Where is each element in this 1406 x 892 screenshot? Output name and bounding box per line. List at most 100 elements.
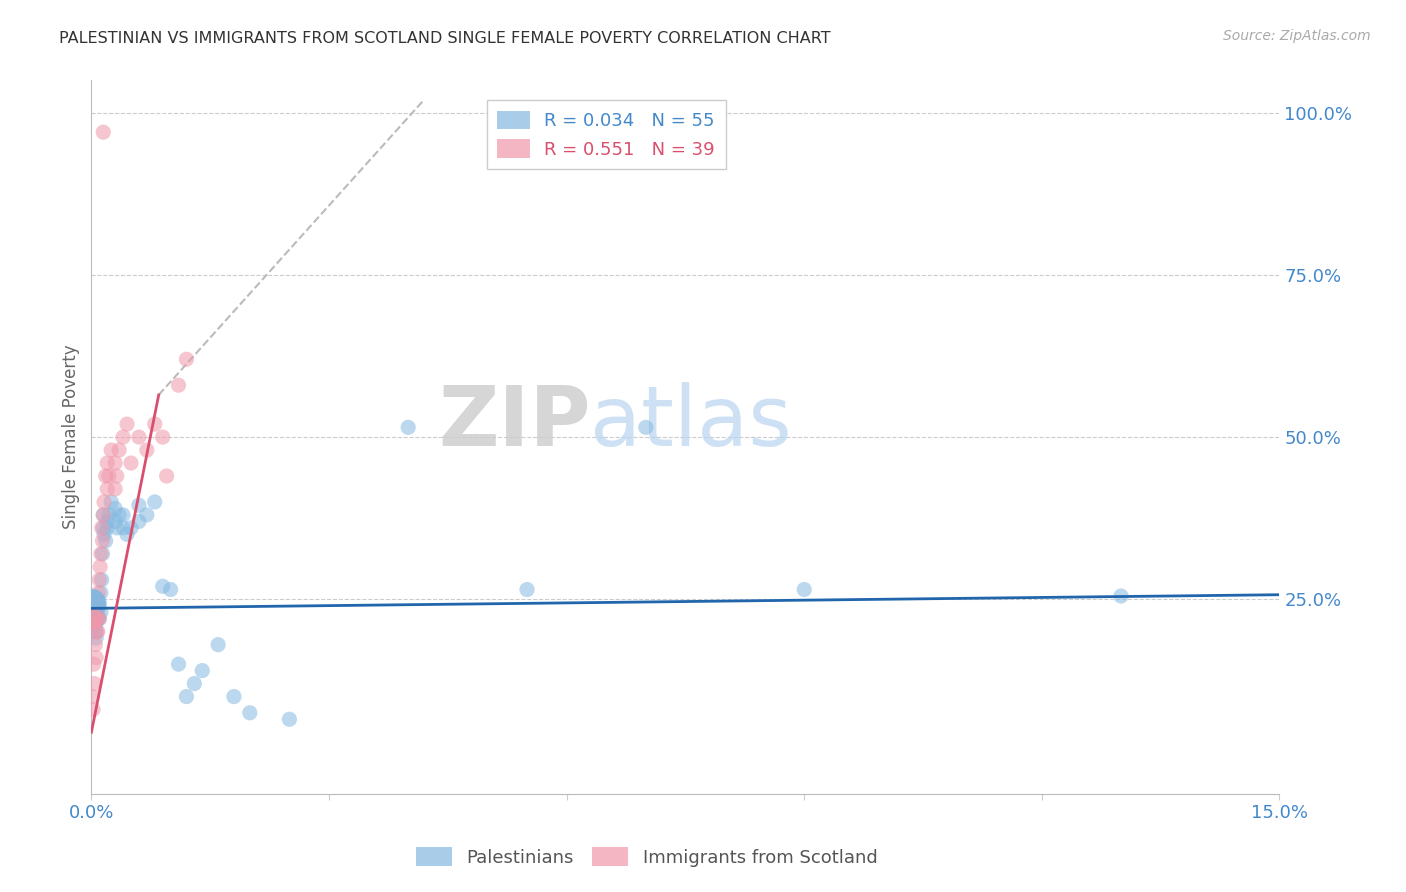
Point [191, 664, 214, 678]
Point [207, 638, 229, 652]
Point [87, 612, 110, 626]
Point [91, 521, 114, 535]
Point [91, 125, 114, 139]
Text: ZIP: ZIP [437, 383, 591, 463]
Point [100, 495, 122, 509]
Point [135, 443, 157, 458]
Point [84, 599, 107, 613]
Point [97, 469, 120, 483]
Point [108, 443, 131, 458]
Point [176, 690, 198, 704]
Point [84, 650, 107, 665]
Point [89, 612, 111, 626]
Legend: R = 0.034   N = 55, R = 0.551   N = 39: R = 0.034 N = 55, R = 0.551 N = 39 [486, 100, 725, 169]
Point [104, 482, 127, 496]
Point [82, 595, 104, 609]
Point [82, 690, 104, 704]
Point [84, 638, 107, 652]
Point [128, 430, 150, 444]
Point [86, 624, 108, 639]
Point [89, 559, 111, 574]
Point [105, 521, 128, 535]
Point [222, 690, 245, 704]
Point [84, 624, 107, 639]
Point [239, 706, 262, 720]
Point [91, 533, 114, 548]
Point [87, 592, 110, 607]
Point [90, 586, 112, 600]
Point [112, 430, 135, 444]
Point [82, 595, 104, 609]
Point [104, 515, 127, 529]
Point [156, 469, 179, 483]
Point [90, 573, 112, 587]
Point [91, 508, 114, 522]
Point [87, 605, 110, 619]
Point [82, 595, 104, 609]
Point [82, 595, 104, 609]
Point [94, 469, 117, 483]
Point [167, 657, 190, 672]
Point [86, 612, 108, 626]
Point [82, 612, 104, 626]
Point [91, 547, 114, 561]
Point [82, 702, 104, 716]
Point [108, 508, 131, 522]
Text: atlas: atlas [591, 383, 792, 463]
Point [87, 599, 110, 613]
Point [82, 612, 104, 626]
Point [87, 624, 110, 639]
Point [82, 595, 104, 609]
Point [82, 595, 104, 609]
Point [87, 586, 110, 600]
Point [84, 605, 107, 619]
Point [89, 595, 111, 609]
Point [82, 612, 104, 626]
Point [91, 508, 114, 522]
Point [112, 521, 135, 535]
Point [86, 612, 108, 626]
Point [516, 582, 538, 597]
Point [128, 515, 150, 529]
Point [83, 657, 105, 672]
Point [83, 612, 105, 626]
Point [89, 612, 111, 626]
Text: PALESTINIAN VS IMMIGRANTS FROM SCOTLAND SINGLE FEMALE POVERTY CORRELATION CHART: PALESTINIAN VS IMMIGRANTS FROM SCOTLAND … [59, 31, 831, 46]
Point [396, 420, 419, 434]
Point [112, 508, 135, 522]
Text: Source: ZipAtlas.com: Source: ZipAtlas.com [1223, 29, 1371, 43]
Point [100, 443, 122, 458]
Point [93, 495, 115, 509]
Point [115, 527, 138, 541]
Point [90, 547, 112, 561]
Point [104, 501, 127, 516]
Point [82, 595, 104, 609]
Point [82, 612, 104, 626]
Point [128, 498, 150, 512]
Point [105, 469, 128, 483]
Point [83, 592, 105, 607]
Point [84, 618, 107, 632]
Point [89, 573, 111, 587]
Point [93, 527, 115, 541]
Point [82, 595, 104, 609]
Legend: Palestinians, Immigrants from Scotland: Palestinians, Immigrants from Scotland [409, 840, 884, 874]
Point [115, 417, 138, 431]
Point [167, 378, 190, 392]
Point [96, 482, 118, 496]
Point [120, 521, 142, 535]
Point [84, 631, 107, 645]
Point [1109, 589, 1132, 603]
Point [96, 521, 118, 535]
Point [278, 712, 301, 726]
Point [82, 595, 104, 609]
Point [159, 582, 181, 597]
Point [94, 533, 117, 548]
Point [96, 515, 118, 529]
Point [104, 456, 127, 470]
Point [120, 456, 142, 470]
Point [83, 676, 105, 690]
Point [143, 495, 166, 509]
Point [90, 605, 112, 619]
Point [82, 612, 104, 626]
